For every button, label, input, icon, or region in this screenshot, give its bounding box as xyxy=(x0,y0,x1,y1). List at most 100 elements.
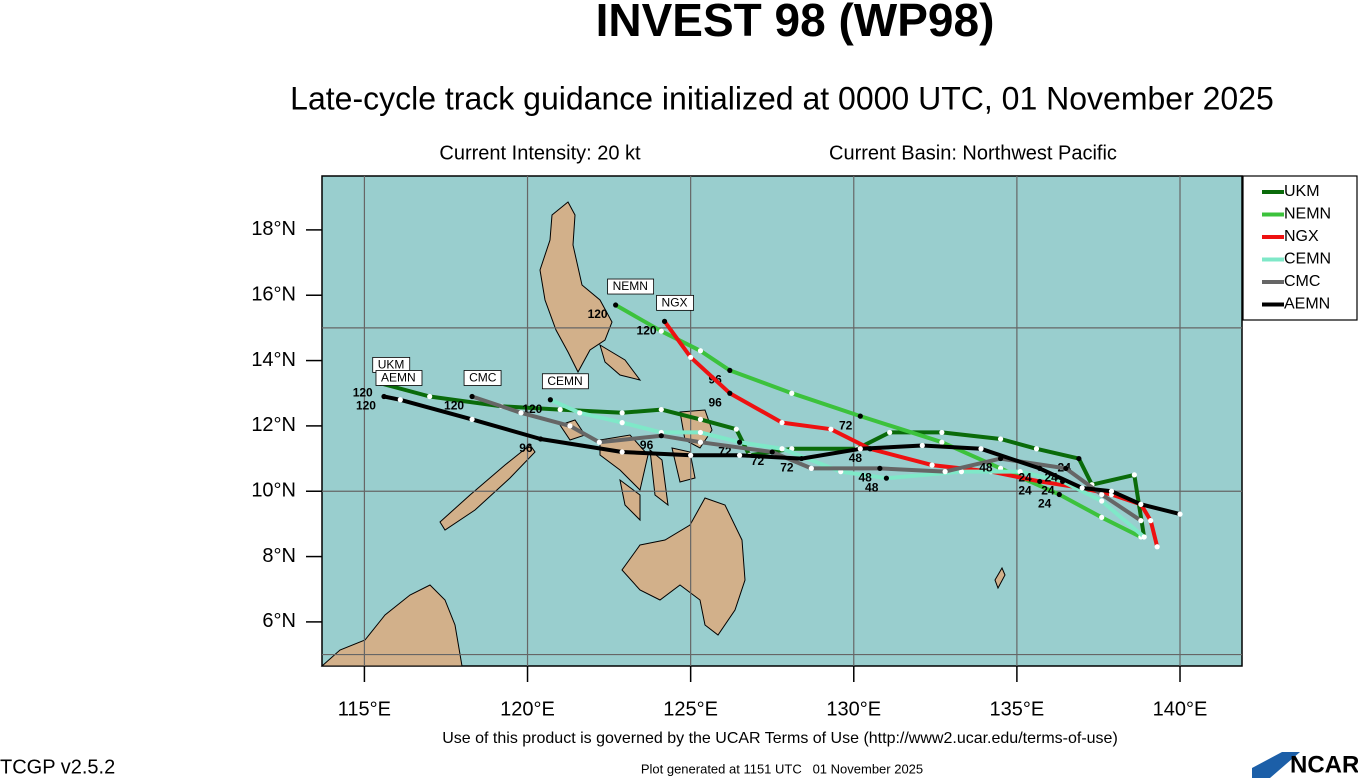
track-point xyxy=(688,452,694,458)
logo: NCAR xyxy=(1290,751,1358,778)
track-point xyxy=(1037,478,1043,485)
track-point xyxy=(697,429,704,436)
track-point xyxy=(547,397,553,403)
track-point xyxy=(1131,472,1137,478)
track-point xyxy=(619,410,625,416)
hour-label: 24 xyxy=(1041,484,1055,498)
hour-label: 120 xyxy=(356,399,376,413)
track-point xyxy=(697,416,704,422)
legend-label: AEMN xyxy=(1284,296,1330,313)
track-point xyxy=(397,397,403,403)
model-tag-box xyxy=(541,373,589,390)
legend-box xyxy=(1242,175,1358,321)
legend-label: NGX xyxy=(1284,228,1319,245)
track-point xyxy=(1099,514,1105,520)
mindanao xyxy=(621,497,746,636)
hour-label: 24 xyxy=(1038,497,1052,511)
track-point xyxy=(779,420,785,426)
hour-label: 120 xyxy=(353,386,373,400)
track-point xyxy=(688,354,694,360)
luzon xyxy=(539,201,613,374)
track xyxy=(549,397,1146,539)
hour-label: 48 xyxy=(865,480,879,494)
track-point xyxy=(828,426,834,432)
track-point xyxy=(857,446,863,452)
track-point xyxy=(1063,465,1069,471)
hour-label: 120 xyxy=(522,402,542,416)
y-tick-label: 14°N xyxy=(251,349,296,371)
track-point xyxy=(1108,488,1115,494)
map: 24 120 UKM 24 72 96 120 NEMN 24 48 96 120 NGX 24 48 72 1… xyxy=(320,175,1243,667)
track-point xyxy=(727,390,733,396)
y-tick-label: 16°N xyxy=(251,284,296,306)
legend-label: UKM xyxy=(1284,183,1320,200)
model-tag: CMC xyxy=(469,371,497,385)
y-tick-label: 8°N xyxy=(262,545,296,567)
track-point xyxy=(736,452,743,458)
hour-label: 48 xyxy=(979,461,993,475)
track xyxy=(471,394,1143,523)
track-point xyxy=(779,446,785,452)
y-tick-label: 6°N xyxy=(262,610,296,632)
intensity: Current Intensity: 20 kt xyxy=(439,142,641,164)
legend: UKM NEMN NGX CEMN CMC AEMN xyxy=(1242,175,1358,321)
legend-label: CMC xyxy=(1284,273,1320,290)
hour-label: 24 xyxy=(1018,484,1032,498)
track-point xyxy=(658,406,664,413)
track-point xyxy=(978,446,984,452)
title: INVEST 98 (WP98) xyxy=(596,0,995,46)
track-point xyxy=(997,436,1004,442)
hour-label: 72 xyxy=(780,461,794,475)
x-tick-label: 140°E xyxy=(1153,698,1208,720)
x-tick-label: 125°E xyxy=(663,698,718,720)
track-point xyxy=(469,416,475,422)
palawan xyxy=(439,444,536,531)
track-point xyxy=(1056,491,1062,498)
y-tick-label: 10°N xyxy=(251,480,296,502)
track-point xyxy=(1017,469,1023,475)
model-tag: UKM xyxy=(378,358,405,372)
track-point xyxy=(1033,446,1040,452)
basin: Current Basin: Northwest Pacific xyxy=(829,142,1117,164)
palau xyxy=(994,566,1006,590)
track-point xyxy=(736,439,743,445)
land xyxy=(320,201,1006,667)
model-tag: AEMN xyxy=(381,371,416,385)
track-point xyxy=(469,393,475,400)
track-point xyxy=(1154,544,1160,550)
y-tick-label: 12°N xyxy=(251,414,296,436)
y-tick-label: 18°N xyxy=(251,218,296,240)
x-tick-label: 120°E xyxy=(500,698,555,720)
track-point xyxy=(381,393,387,400)
x-tick-label: 135°E xyxy=(990,698,1045,720)
hour-label: 96 xyxy=(708,395,722,409)
x-tick-label: 130°E xyxy=(826,698,881,720)
track-point xyxy=(733,426,739,432)
model-tag: NEMN xyxy=(613,279,648,293)
x-tick-label: 115°E xyxy=(338,698,391,720)
track-point xyxy=(1148,518,1154,524)
track xyxy=(383,394,1181,517)
hour-label: 48 xyxy=(849,451,863,465)
track-point xyxy=(619,449,625,455)
track-point xyxy=(1076,455,1082,462)
model-tag-box xyxy=(463,370,502,386)
hour-label: 72 xyxy=(839,418,853,432)
track-point xyxy=(658,328,664,334)
track-point xyxy=(697,348,704,354)
model-tag-box xyxy=(607,278,655,295)
hour-label: 48 xyxy=(859,471,873,485)
track-point xyxy=(577,410,583,416)
track-point xyxy=(942,469,948,475)
track-point xyxy=(658,433,664,439)
track-point xyxy=(1177,511,1183,517)
track-point xyxy=(857,413,863,419)
track-point xyxy=(798,455,805,462)
subtitle: Late-cycle track guidance initialized at… xyxy=(290,80,1274,116)
negros xyxy=(619,478,641,522)
track-point xyxy=(808,465,814,471)
hour-label: 120 xyxy=(444,399,464,413)
borneo xyxy=(320,584,463,667)
model-tag-box xyxy=(375,370,423,386)
